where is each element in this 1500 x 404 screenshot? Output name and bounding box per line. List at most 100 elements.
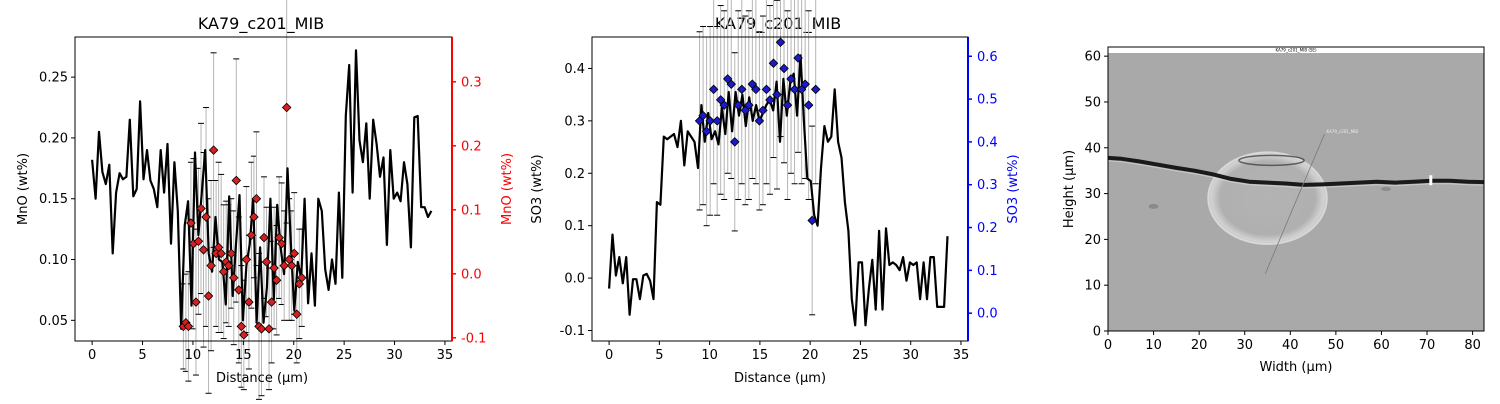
x-tick-label: 30	[902, 348, 919, 363]
so3-y-axis: -0.1 0.0 0.1 0.2 0.3 0.4	[560, 62, 592, 339]
so3-chart-title: KA79_c201_MIB	[715, 14, 841, 34]
x-tick-label: 15	[235, 348, 252, 363]
y2-tick-label: 0.6	[977, 50, 998, 65]
so3-data-point	[726, 79, 737, 89]
mno-data-point	[294, 279, 305, 289]
x-tick-label: 15	[752, 348, 769, 363]
mno-data-point	[244, 297, 254, 307]
x-tick-label: 60	[1373, 338, 1390, 353]
so3-data-point	[708, 84, 719, 95]
mno-plot-area	[91, 0, 433, 400]
so3-data-point	[733, 100, 744, 110]
mno-data-point	[186, 218, 196, 228]
y2-tick-label: 0.3	[461, 75, 482, 90]
so3-data-point	[705, 116, 715, 126]
x-tick-label: 40	[1282, 338, 1299, 353]
so3-data-point	[758, 105, 768, 116]
so3-axes-frame	[591, 36, 969, 342]
mno-data-point	[223, 260, 234, 271]
y2-tick-label: 0.5	[977, 93, 998, 108]
x-tick-label: 25	[336, 348, 353, 363]
y-tick-label: 0.1	[564, 219, 585, 234]
mno-data-point	[208, 145, 219, 155]
mno-data-point	[269, 263, 279, 273]
so3-data-point	[782, 100, 793, 110]
so3-data-point	[729, 137, 740, 147]
mno-data-point	[239, 330, 249, 340]
mno-data-point	[218, 266, 229, 277]
so3-data-point	[800, 79, 810, 89]
y-tick-label: 0.0	[564, 272, 585, 287]
y2-tick-label: 0.1	[977, 264, 998, 279]
so3-data-point	[807, 215, 817, 226]
mno-data-point	[264, 324, 274, 334]
mno-data-point	[291, 309, 302, 320]
mno-data-point	[234, 285, 244, 295]
mno-data-point	[271, 275, 282, 285]
mno-secondary-y-axis: -0.1 0.0 0.1 0.2 0.3	[452, 75, 486, 346]
y-tick-label: 0.15	[39, 192, 68, 207]
x-tick-label: 70	[1419, 338, 1436, 353]
mno-data-point	[297, 273, 307, 283]
mno-data-point	[261, 257, 272, 267]
transect-line	[1264, 133, 1325, 274]
mno-x-axis: 0 5 10 15 20 25 30 35	[88, 341, 453, 363]
y-tick-label: 50	[1084, 95, 1101, 110]
sem-image-title: KA79_c201_MIB (SE)	[1275, 48, 1316, 53]
x-tick-label: 30	[1236, 338, 1253, 353]
x-tick-label: 10	[1145, 338, 1162, 353]
sem-y-axis: 0 10 20 30 40 50 60	[1084, 50, 1108, 340]
so3-data-point	[701, 126, 712, 137]
mno-data-point	[206, 260, 216, 271]
y2-tick-label: -0.1	[461, 331, 486, 346]
mno-data-point	[226, 248, 237, 259]
melt-inclusion	[1207, 151, 1328, 245]
mineral-spot	[1381, 187, 1392, 191]
y2-tick-label: 0.4	[977, 135, 998, 150]
mno-data-point	[228, 273, 239, 283]
mno-data-point	[183, 321, 194, 332]
mno-axes-frame	[74, 36, 453, 342]
so3-data-point	[803, 100, 814, 110]
so3-data-point	[765, 95, 775, 105]
mno-data-point	[216, 248, 226, 259]
mno-x-axis-label: Distance (µm)	[216, 371, 308, 386]
y-tick-label: 0.20	[39, 131, 68, 146]
bright-speck	[1429, 175, 1433, 186]
so3-data-point	[786, 74, 796, 84]
mno-data-point	[259, 232, 269, 243]
so3-plot-area	[608, 0, 949, 327]
mno-secondary-y-axis-label: MnO (wt%)	[500, 153, 515, 225]
sem-image-features: KA79_c201_MIB	[1108, 129, 1484, 274]
y-tick-label: 30	[1084, 187, 1101, 202]
so3-data-point	[751, 84, 761, 95]
mno-data-point	[193, 236, 204, 247]
sem-x-axis: 0 10 20 30 40 50 60 70 80	[1104, 331, 1481, 353]
mno-data-point	[256, 324, 267, 334]
so3-data-point	[698, 110, 708, 121]
x-tick-label: 35	[953, 348, 970, 363]
so3-data-point	[744, 100, 754, 110]
mno-data-point	[289, 248, 300, 259]
x-tick-label: 0	[1104, 338, 1112, 353]
mno-data-point	[266, 297, 277, 307]
x-tick-label: 10	[185, 348, 202, 363]
transect-label: KA79_c201_MIB	[1326, 129, 1358, 134]
mno-data-point	[198, 245, 209, 255]
y2-tick-label: 0.2	[977, 221, 998, 236]
mno-data-point	[249, 212, 259, 222]
x-tick-label: 5	[655, 348, 663, 363]
y-tick-label: 0	[1093, 325, 1101, 340]
mno-data-point	[191, 297, 201, 307]
so3-x-axis: 0 5 10 15 20 25 30 35	[605, 341, 969, 363]
mno-data-point	[236, 321, 247, 332]
mno-data-point	[286, 260, 297, 271]
x-tick-label: 5	[138, 348, 146, 363]
y2-tick-label: 0.0	[977, 307, 998, 322]
y-tick-label: 0.4	[564, 62, 585, 77]
mno-profile-line	[91, 49, 433, 330]
y-tick-label: 60	[1084, 50, 1101, 65]
y-tick-label: 20	[1084, 233, 1101, 248]
x-tick-label: 20	[285, 348, 302, 363]
